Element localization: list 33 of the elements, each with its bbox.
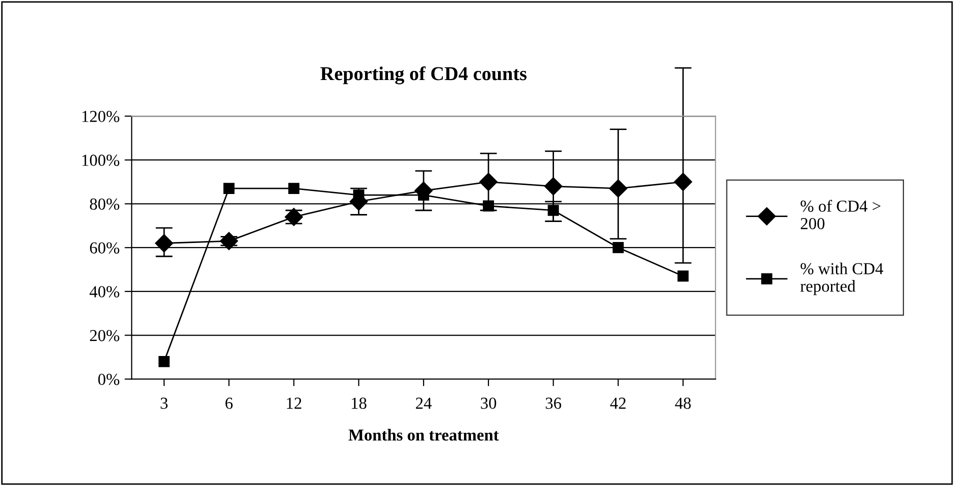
y-tick-label: 100%	[82, 154, 120, 166]
x-tick-label: 3	[160, 398, 168, 409]
point	[548, 204, 559, 216]
point	[288, 182, 300, 194]
y-tick-label: 0%	[98, 374, 120, 386]
legend-label: % with CD4 reported	[800, 262, 884, 296]
point	[155, 234, 174, 252]
x-tick-label: 12	[286, 398, 302, 409]
point	[544, 177, 562, 196]
y-tick-label: 60%	[90, 242, 120, 254]
chart-title: Reporting of CD4 counts	[320, 66, 527, 84]
x-tick-label: 36	[546, 398, 562, 409]
point	[678, 270, 689, 282]
x-tick-label: 6	[226, 398, 233, 409]
y-tick-label: 80%	[90, 198, 120, 210]
point	[223, 182, 235, 194]
point	[609, 179, 628, 198]
point	[158, 356, 170, 368]
x-axis-title: Months on treatment	[348, 428, 499, 441]
x-tick-label: 48	[675, 398, 691, 409]
point	[479, 172, 498, 191]
x-tick-label: 42	[610, 398, 626, 409]
y-tick-label: 20%	[90, 330, 120, 342]
y-tick-label: 120%	[82, 110, 120, 122]
point	[612, 242, 624, 254]
x-tick-label: 18	[352, 398, 366, 409]
point	[674, 172, 692, 191]
y-tick-label: 40%	[90, 286, 120, 298]
point	[220, 232, 238, 250]
x-tick-label: 24	[416, 398, 432, 409]
x-tick-label: 30	[480, 398, 496, 409]
legend-label: % of CD4 > 200	[800, 200, 880, 230]
point	[482, 200, 494, 212]
